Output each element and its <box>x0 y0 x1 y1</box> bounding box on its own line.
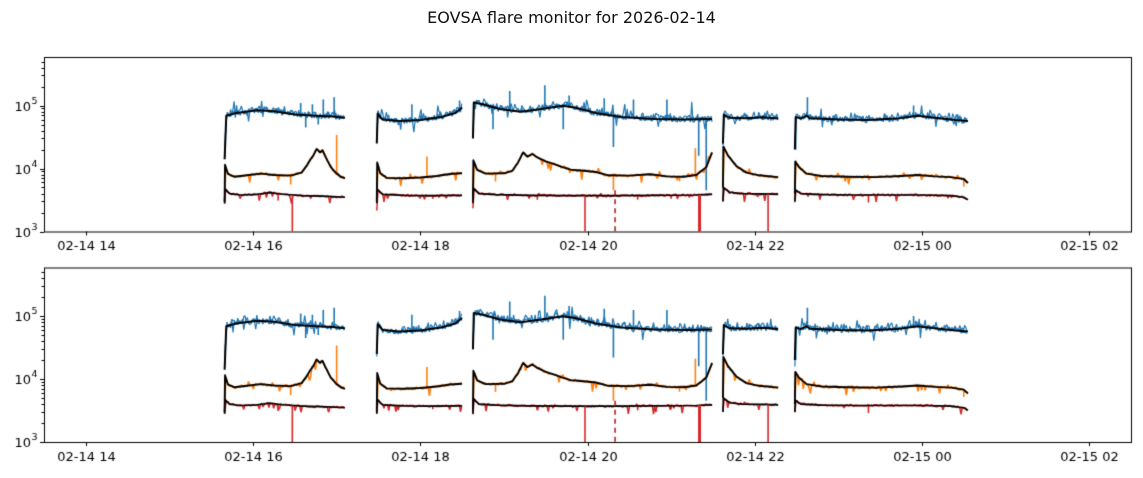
figure-title: EOVSA flare monitor for 2026-02-14 <box>427 8 716 27</box>
